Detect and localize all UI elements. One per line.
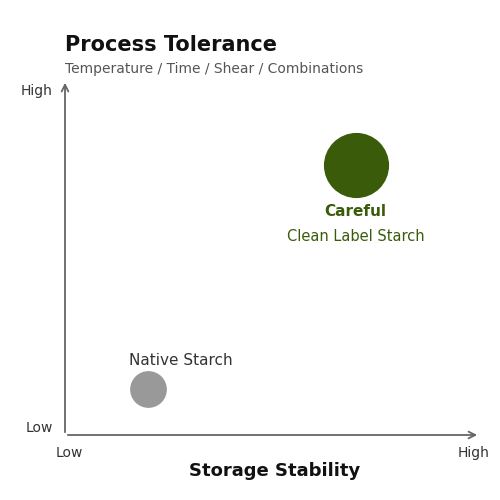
Text: Process Tolerance: Process Tolerance — [65, 35, 277, 55]
Text: Temperature / Time / Shear / Combinations: Temperature / Time / Shear / Combination… — [65, 62, 363, 76]
Point — [352, 161, 360, 169]
Text: High: High — [458, 446, 490, 460]
Text: Storage Stability: Storage Stability — [190, 462, 360, 480]
Point — [144, 385, 152, 393]
Text: High: High — [20, 84, 52, 98]
Text: Low: Low — [25, 421, 52, 435]
Text: Low: Low — [56, 446, 83, 460]
Text: Careful: Careful — [324, 204, 386, 219]
Text: Native Starch: Native Starch — [130, 354, 233, 368]
Text: Clean Label Starch: Clean Label Starch — [286, 229, 424, 244]
